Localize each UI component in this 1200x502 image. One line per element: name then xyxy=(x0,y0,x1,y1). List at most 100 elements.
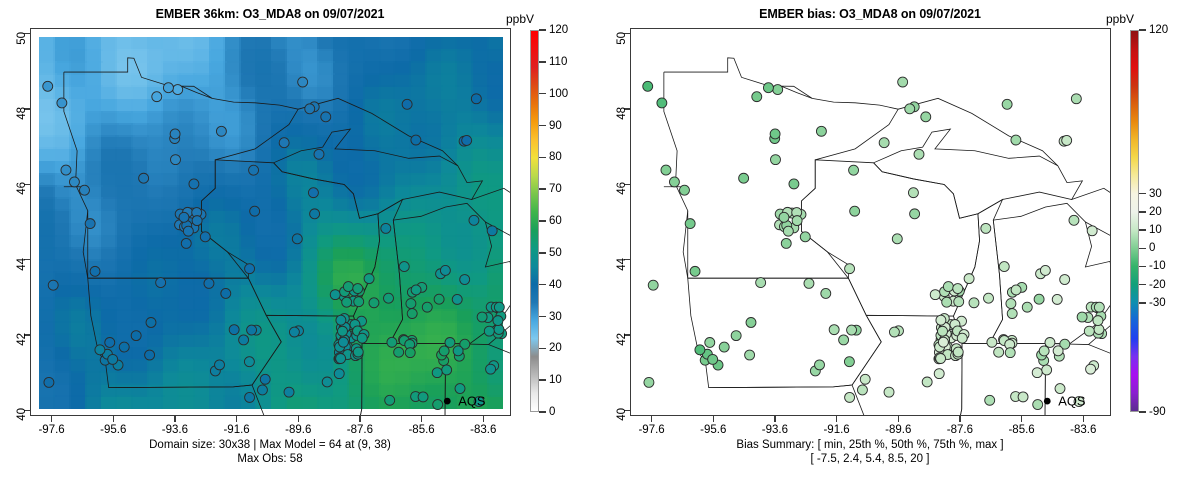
aqs-station-marker xyxy=(79,184,90,196)
aqs-station-marker xyxy=(642,80,654,92)
aqs-station-marker xyxy=(782,225,794,237)
aqs-station-marker xyxy=(393,346,405,358)
caption-line-2: [ -7.5, 2.4, 5.4, 8.5, 20 ] xyxy=(810,453,930,465)
colorbar-tick xyxy=(539,252,546,254)
y-tick-mark xyxy=(24,259,30,261)
aqs-station-marker xyxy=(43,376,55,388)
aqs-station-marker xyxy=(935,353,947,364)
aqs-station-marker xyxy=(107,353,119,365)
aqs-station-marker xyxy=(933,368,945,380)
aqs-station-marker xyxy=(953,296,965,308)
aqs-station-marker xyxy=(891,233,903,245)
colorbar-tick xyxy=(539,156,546,159)
map-boundary-path xyxy=(108,384,253,389)
map-boundary-path xyxy=(273,128,484,219)
aqs-station-marker xyxy=(439,265,451,276)
aqs-station-marker xyxy=(986,336,998,348)
colorbar-strip-bias xyxy=(1130,30,1139,412)
map-boundary-path xyxy=(1044,343,1110,415)
colorbar-tick xyxy=(539,283,546,286)
aqs-station-marker xyxy=(937,336,949,348)
aqs-station-marker xyxy=(679,184,690,196)
aqs-station-marker xyxy=(104,337,116,348)
aqs-station-marker xyxy=(707,353,719,365)
aqs-station-marker xyxy=(257,384,268,396)
aqs-station-marker xyxy=(244,391,256,403)
y-tick-label: 48 xyxy=(16,106,28,120)
x-tick-label: -85.6 xyxy=(408,424,435,436)
aqs-station-marker xyxy=(248,164,259,176)
aqs-station-marker xyxy=(751,91,763,103)
x-tick-mark xyxy=(482,416,484,422)
aqs-station-marker xyxy=(904,103,916,115)
map-boundary-path xyxy=(485,221,510,236)
aqs-station-marker xyxy=(780,237,792,249)
x-tick-mark xyxy=(174,416,176,422)
aqs-station-marker xyxy=(1001,98,1013,110)
aqs-station-marker xyxy=(483,325,495,337)
aqs-station-marker xyxy=(937,325,948,337)
colorbar-tick xyxy=(1139,247,1146,249)
aqs-station-marker xyxy=(353,296,365,308)
aqs-station-marker xyxy=(386,336,398,348)
aqs-station-marker xyxy=(421,301,433,313)
aqs-station-marker xyxy=(738,172,750,184)
aqs-station-marker xyxy=(913,148,925,160)
aqs-station-marker xyxy=(1010,284,1022,296)
aqs-station-marker xyxy=(155,277,167,289)
aqs-station-marker xyxy=(744,349,756,361)
aqs-legend-label: AQS xyxy=(458,394,486,409)
aqs-station-marker xyxy=(846,324,858,336)
y-tick-mark xyxy=(624,334,630,336)
x-tick-mark xyxy=(712,416,714,422)
map-boundary-path xyxy=(63,57,299,279)
colorbar-tick-label: 20 xyxy=(1149,205,1162,218)
x-tick-mark xyxy=(420,416,423,422)
colorbar-tick-label: -20 xyxy=(1149,278,1166,291)
colorbar-tick xyxy=(539,411,546,413)
map-boundary-path xyxy=(663,57,899,279)
aqs-station-marker xyxy=(47,279,59,291)
aqs-station-marker xyxy=(689,265,701,277)
aqs-station-marker xyxy=(820,288,832,299)
aqs-station-marker xyxy=(998,261,1010,272)
colorbar-tick xyxy=(539,61,546,63)
colorbar-title-bias: ppbV xyxy=(1106,12,1135,26)
colorbar-tick-label: 10 xyxy=(1149,224,1162,237)
aqs-station-marker xyxy=(643,376,655,388)
aqs-station-marker xyxy=(814,359,825,371)
aqs-station-marker xyxy=(963,273,975,285)
aqs-station-marker xyxy=(191,215,203,227)
aqs-station-marker xyxy=(438,345,450,357)
aqs-station-marker xyxy=(694,344,706,356)
aqs-station-marker xyxy=(352,283,364,294)
aqs-station-marker xyxy=(1051,293,1063,305)
aqs-station-marker xyxy=(492,315,504,327)
aqs-station-marker xyxy=(244,263,256,275)
aqs-station-marker xyxy=(118,341,130,353)
colorbar-tick-label: 0 xyxy=(549,406,556,418)
aqs-station-marker xyxy=(1021,301,1033,313)
aqs-station-marker xyxy=(291,233,303,245)
colorbar-tick xyxy=(539,315,546,318)
aqs-station-marker xyxy=(1038,345,1050,357)
aqs-station-marker xyxy=(1068,214,1080,226)
colorbar-tick xyxy=(1139,211,1146,213)
aqs-station-marker xyxy=(828,324,840,336)
aqs-station-marker xyxy=(383,292,394,304)
aqs-station-marker xyxy=(859,373,871,385)
colorbar-tick xyxy=(539,220,546,222)
aqs-station-marker xyxy=(647,279,659,291)
x-tick-label: -93.6 xyxy=(761,424,789,436)
y-tick-label: 50 xyxy=(616,31,628,45)
y-tick-mark xyxy=(24,183,30,185)
colorbar-strip-model xyxy=(530,30,539,412)
x-tick-mark xyxy=(235,416,238,422)
aqs-station-marker xyxy=(941,296,953,308)
x-tick-mark xyxy=(959,416,961,422)
y-tick-label: 48 xyxy=(616,106,628,120)
panel-title-model: EMBER 36km: O3_MDA8 on 09/07/2021 xyxy=(155,7,385,21)
panel-bias: EMBER bias: O3_MDA8 on 09/07/2021 AQS 40… xyxy=(600,0,1200,502)
aqs-station-marker xyxy=(214,359,225,371)
aqs-station-marker xyxy=(84,218,96,230)
